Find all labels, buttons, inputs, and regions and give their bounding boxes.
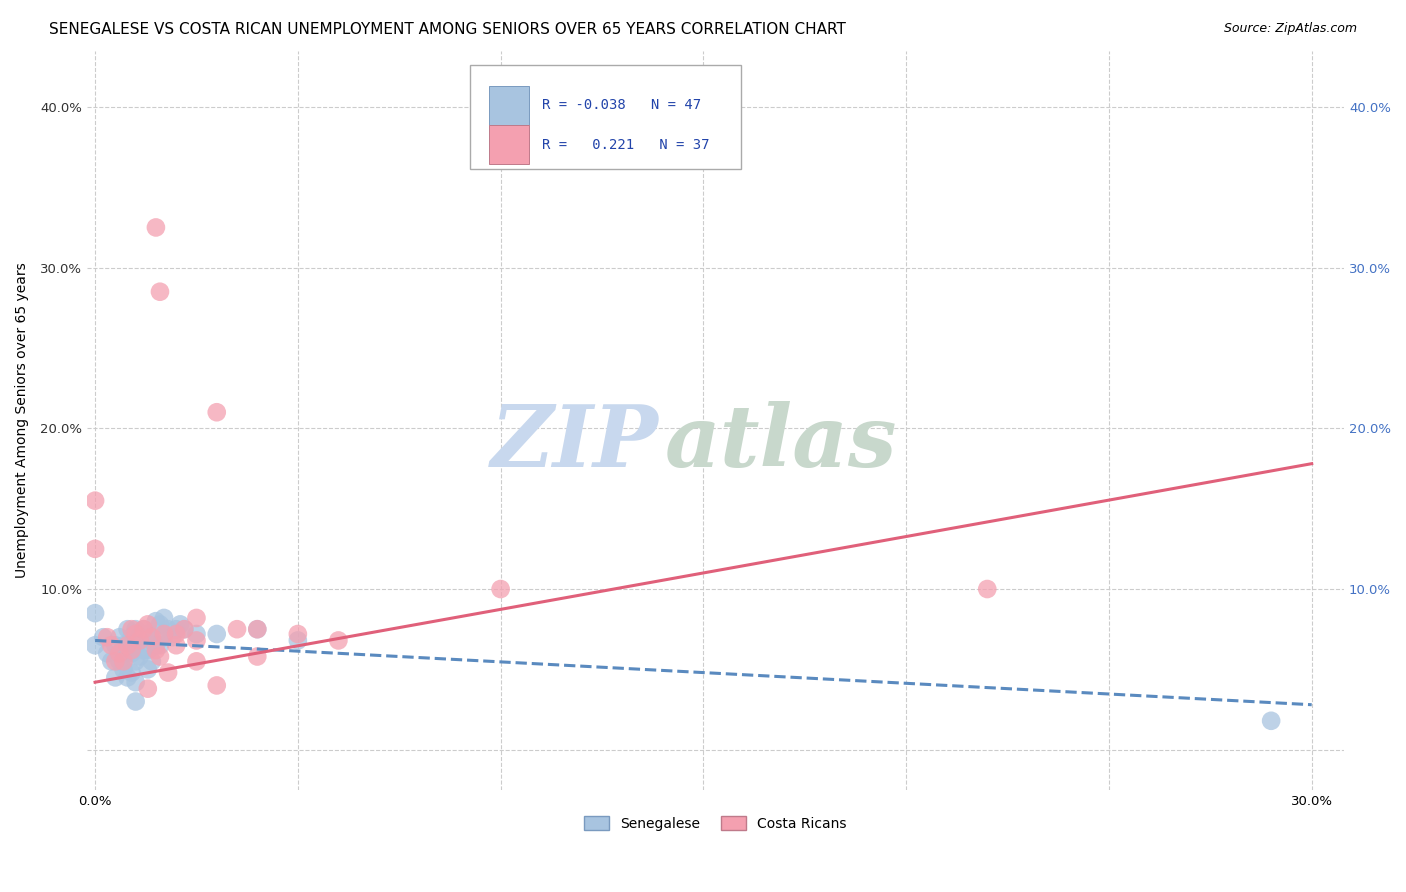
Text: R = -0.038   N = 47: R = -0.038 N = 47 [543,98,702,112]
Point [141,633,163,648]
Point [121,630,143,644]
Point [96,646,118,660]
Y-axis label: Unemployment Among Seniors over 65 years: Unemployment Among Seniors over 65 years [15,262,30,578]
Point [84,541,107,556]
Point [124,694,146,708]
Point [124,627,146,641]
Point [112,654,135,668]
Point [165,627,187,641]
Point [100,638,122,652]
Point [173,622,195,636]
Point [149,285,172,299]
Point [100,654,122,668]
Point [136,617,159,632]
Point [186,633,208,648]
Point [128,633,150,648]
Point [132,643,155,657]
Point [117,670,139,684]
Text: SENEGALESE VS COSTA RICAN UNEMPLOYMENT AMONG SENIORS OVER 65 YEARS CORRELATION C: SENEGALESE VS COSTA RICAN UNEMPLOYMENT A… [49,22,846,37]
Point [186,611,208,625]
Point [246,649,269,664]
Point [149,617,172,632]
Point [141,654,163,668]
Point [136,662,159,676]
Point [132,622,155,636]
Point [121,622,143,636]
Point [121,665,143,680]
Point [136,643,159,657]
Point [1260,714,1282,728]
Point [145,220,167,235]
Point [104,638,127,652]
Point [124,654,146,668]
Point [128,649,150,664]
Point [149,638,172,652]
Point [141,630,163,644]
Text: ZIP: ZIP [491,401,659,484]
Point [157,665,180,680]
Point [145,638,167,652]
Point [117,638,139,652]
Point [205,678,228,692]
Point [84,493,107,508]
Point [124,675,146,690]
Point [117,622,139,636]
FancyBboxPatch shape [471,65,741,169]
Legend: Senegalese, Costa Ricans: Senegalese, Costa Ricans [579,810,852,836]
Point [153,630,176,644]
Point [153,611,176,625]
Point [186,654,208,668]
Point [246,622,269,636]
Text: Source: ZipAtlas.com: Source: ZipAtlas.com [1223,22,1357,36]
Text: R =   0.221   N = 37: R = 0.221 N = 37 [543,137,710,152]
Point [124,622,146,636]
Point [287,633,309,648]
Point [153,627,176,641]
Point [165,638,187,652]
Point [112,662,135,676]
FancyBboxPatch shape [489,126,530,164]
Point [84,606,107,620]
Point [104,670,127,684]
Point [112,638,135,652]
Point [149,649,172,664]
Point [328,633,350,648]
Point [246,622,269,636]
Point [145,643,167,657]
Point [128,630,150,644]
Point [165,622,187,636]
Point [136,627,159,641]
Point [169,617,191,632]
Point [173,622,195,636]
Point [121,646,143,660]
Point [108,654,131,668]
Point [145,614,167,628]
Point [160,630,183,644]
Point [136,681,159,696]
Point [132,622,155,636]
Point [121,643,143,657]
Point [108,646,131,660]
Point [226,622,249,636]
Point [104,654,127,668]
Point [108,630,131,644]
Point [976,582,998,596]
Point [205,405,228,419]
Point [287,627,309,641]
Point [84,638,107,652]
FancyBboxPatch shape [489,87,530,125]
Point [117,646,139,660]
Text: atlas: atlas [665,401,898,484]
Point [157,622,180,636]
Point [124,638,146,652]
Point [96,630,118,644]
Point [91,630,114,644]
Point [489,582,512,596]
Point [186,627,208,641]
Point [205,627,228,641]
